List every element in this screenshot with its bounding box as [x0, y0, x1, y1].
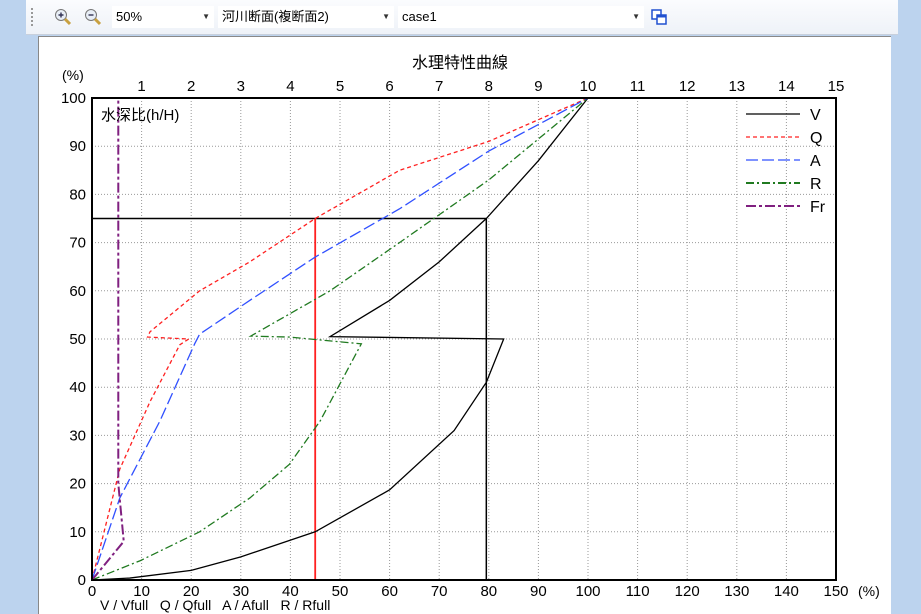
- top-tick-label: 8: [485, 78, 493, 95]
- y-tick-label: 40: [69, 379, 86, 396]
- zoom-out-icon[interactable]: [84, 8, 102, 26]
- plot-frame: [91, 97, 837, 581]
- top-tick-label: 7: [435, 78, 443, 95]
- x-tick-label: 0: [88, 583, 96, 600]
- y-tick-label: 80: [69, 186, 86, 203]
- top-tick-label: 5: [336, 78, 344, 95]
- top-tick-label: 1: [137, 78, 145, 95]
- chart-panel: [38, 36, 891, 614]
- x-tick-label: 130: [724, 583, 749, 600]
- top-tick-label: 11: [630, 78, 646, 95]
- series-group: [91, 97, 589, 581]
- x-axis-label: V / Vfull Q / Qfull A / Afull R / Rfull: [100, 597, 330, 613]
- y-unit: (%): [62, 67, 84, 83]
- y-tick-label: 70: [69, 235, 86, 252]
- x-unit: (%): [858, 583, 880, 599]
- y-tick-label: 90: [69, 138, 86, 155]
- chart-title: 水理特性曲線: [412, 54, 508, 72]
- tick-labels: 0 10 20 30 40 50 60 70 80 90 100 110 120 130 140 150010…: [61, 78, 849, 600]
- y-tick-label: 30: [69, 427, 86, 444]
- window-icon[interactable]: [650, 8, 668, 26]
- series-q-line: [91, 97, 589, 581]
- x-tick-label: 120: [675, 583, 700, 600]
- series-v-line: [91, 97, 589, 581]
- zoom-select[interactable]: 50% ▼: [112, 6, 214, 28]
- case-select[interactable]: case1 ▼: [398, 6, 644, 28]
- x-tick-label: 40: [282, 583, 299, 600]
- top-tick-label: 13: [728, 78, 745, 95]
- top-tick-label: 4: [286, 78, 294, 95]
- chevron-down-icon: ▼: [382, 12, 390, 21]
- x-tick-label: 90: [530, 583, 547, 600]
- section-value: 河川断面(複断面2): [222, 9, 329, 24]
- series-fr-line: [91, 98, 125, 581]
- x-tick-label: 110: [626, 583, 650, 600]
- x-tick-label: 140: [774, 583, 799, 600]
- y-tick-label: 0: [78, 572, 86, 589]
- legend-label-q: Q: [810, 130, 822, 147]
- y-tick-label: 100: [61, 90, 86, 107]
- x-tick-label: 10: [133, 583, 150, 600]
- legend-label-fr: Fr: [810, 199, 826, 216]
- x-tick-label: 100: [575, 583, 600, 600]
- top-tick-label: 10: [580, 78, 597, 95]
- y-tick-label: 50: [69, 331, 86, 348]
- y-tick-label: 20: [69, 476, 86, 493]
- x-tick-label: 20: [183, 583, 200, 600]
- top-tick-label: 9: [534, 78, 542, 95]
- x-tick-label: 70: [431, 583, 448, 600]
- series-a-line: [91, 97, 589, 581]
- reference-lines: [92, 217, 488, 580]
- legend-label-a: A: [810, 153, 821, 170]
- top-tick-label: 2: [187, 78, 195, 95]
- toolbar-grip[interactable]: [31, 8, 33, 26]
- y-tick-label: 60: [69, 283, 86, 300]
- top-tick-label: 12: [679, 78, 696, 95]
- zoom-value: 50%: [116, 9, 143, 24]
- legend-label-r: R: [810, 176, 822, 193]
- section-select[interactable]: 河川断面(複断面2) ▼: [218, 6, 394, 28]
- legend-label-v: V: [810, 107, 821, 124]
- x-tick-label: 150: [823, 583, 848, 600]
- x-tick-label: 50: [332, 583, 349, 600]
- x-tick-label: 80: [480, 583, 497, 600]
- top-tick-label: 14: [778, 78, 795, 95]
- chevron-down-icon: ▼: [632, 12, 640, 21]
- case-value: case1: [402, 9, 437, 24]
- series-r-line: [91, 97, 589, 581]
- zoom-in-icon[interactable]: [54, 8, 72, 26]
- toolbar: 50% ▼ 河川断面(複断面2) ▼ case1 ▼: [26, 0, 898, 35]
- x-tick-label: 30: [232, 583, 249, 600]
- top-tick-label: 6: [385, 78, 393, 95]
- y-tick-label: 10: [69, 524, 86, 541]
- x-tick-label: 60: [381, 583, 398, 600]
- chevron-down-icon: ▼: [202, 12, 210, 21]
- top-tick-label: 3: [237, 78, 245, 95]
- y-axis-label: 水深比(h/H): [101, 107, 179, 124]
- top-tick-label: 15: [828, 78, 845, 95]
